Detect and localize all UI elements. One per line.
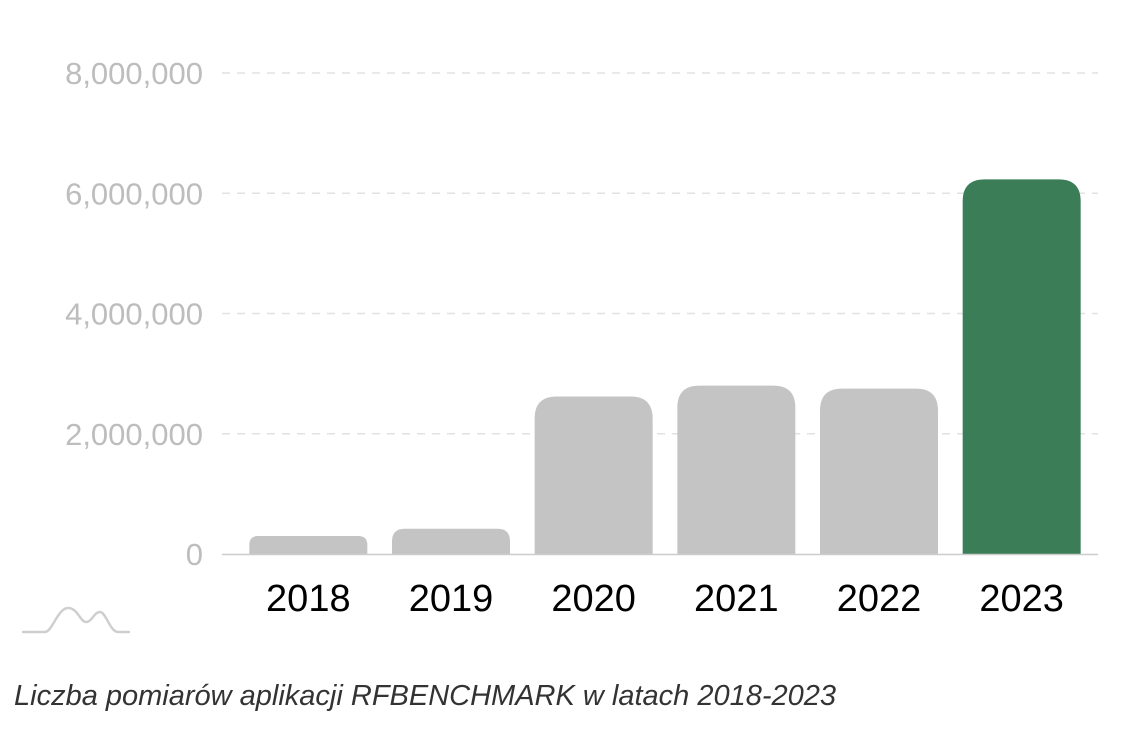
y-tick-label: 2,000,000 <box>65 417 203 452</box>
y-tick-label: 6,000,000 <box>65 176 203 211</box>
x-tick-label: 2020 <box>551 578 636 620</box>
y-axis-ticks: 0 2,000,000 4,000,000 6,000,000 8,000,000 <box>65 56 203 572</box>
x-tick-label: 2021 <box>694 578 779 620</box>
bar-2021 <box>677 385 796 554</box>
x-tick-label: 2023 <box>979 578 1064 620</box>
bar-2023 <box>962 179 1081 554</box>
bar-2018 <box>249 535 368 554</box>
bar-chart: 0 2,000,000 4,000,000 6,000,000 8,000,000 20… <box>22 56 1098 634</box>
y-tick-label: 8,000,000 <box>65 56 203 91</box>
chart-caption: Liczba pomiarów aplikacji RFBENCHMARK w … <box>14 680 837 712</box>
bar-2022 <box>820 388 938 554</box>
y-tick-label: 4,000,000 <box>65 297 203 332</box>
bar-2020 <box>534 396 653 554</box>
x-axis-ticks: 2018 2019 2020 2021 2022 2023 <box>266 578 1064 620</box>
x-tick-label: 2022 <box>837 578 922 620</box>
bars <box>249 179 1081 554</box>
y-tick-label: 0 <box>186 537 203 572</box>
bar-2019 <box>392 528 510 554</box>
x-tick-label: 2018 <box>266 578 351 620</box>
x-tick-label: 2019 <box>409 578 494 620</box>
gridlines <box>222 72 1098 435</box>
mountain-wave-logo-icon <box>22 606 130 634</box>
